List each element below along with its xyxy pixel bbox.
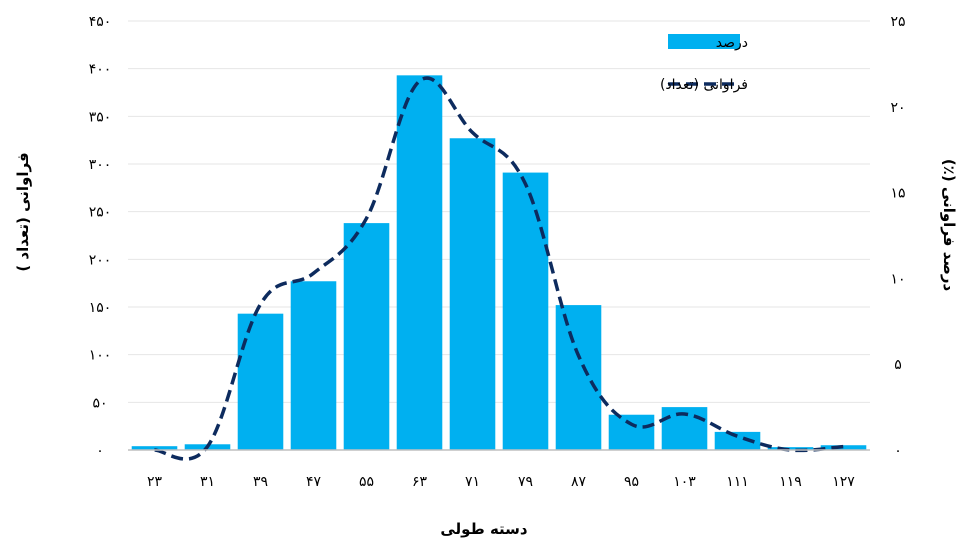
legend-swatch-bar bbox=[668, 34, 740, 49]
right-y-tick-label: ۵ bbox=[894, 357, 902, 373]
right-y-tick-label: ۲۵ bbox=[890, 14, 905, 30]
left-y-tick-label: ۳۵۰ bbox=[89, 109, 112, 125]
bar bbox=[237, 313, 284, 450]
x-tick-label: ۲۳ bbox=[147, 474, 163, 490]
x-tick-label: ۹۵ bbox=[624, 474, 639, 490]
x-tick-label: ۳۱ bbox=[200, 474, 215, 490]
left-y-tick-label: ۳۰۰ bbox=[89, 157, 112, 173]
x-tick-label: ۱۱۱ bbox=[726, 474, 749, 490]
left-y-tick-label: ۲۵۰ bbox=[89, 205, 112, 221]
bar bbox=[502, 172, 549, 450]
left-y-tick-label: ۲۰۰ bbox=[89, 252, 112, 268]
bar bbox=[555, 305, 602, 450]
right-y-axis-title: درصد فراوانی (٪) bbox=[940, 159, 958, 292]
left-y-tick-label: ۴۵۰ bbox=[89, 14, 112, 30]
left-y-tick-label: ۱۵۰ bbox=[89, 300, 112, 316]
bar bbox=[290, 281, 337, 450]
line-series bbox=[154, 76, 844, 461]
right-y-tick-label: ۲۰ bbox=[890, 100, 905, 116]
bar bbox=[131, 446, 178, 450]
right-y-tick-label: ۱۰ bbox=[890, 271, 905, 287]
bar bbox=[714, 431, 761, 450]
x-tick-label: ۳۹ bbox=[253, 474, 268, 490]
x-tick-label: ۷۱ bbox=[465, 474, 480, 490]
x-tick-label: ۷۹ bbox=[518, 474, 533, 490]
bar bbox=[767, 447, 814, 450]
bar bbox=[396, 75, 443, 450]
left-y-tick-label: ۰ bbox=[96, 443, 104, 459]
right-y-tick-label: ۱۵ bbox=[890, 186, 905, 202]
legend-label-line: فراوانی (تعداد) bbox=[660, 77, 748, 93]
bar bbox=[449, 138, 496, 450]
x-tick-label: ۱۲۷ bbox=[832, 474, 855, 490]
x-tick-label: ۶۳ bbox=[412, 474, 428, 490]
x-axis-ticks: ۲۳ ۳۱ ۳۹ ۴۷ ۵۵ ۶۳ ۷۱ ۷۹ ۸۷ ۹۵ ۱۰۳ ۱۱۱ ۱۱۹ ۱۲۷ bbox=[147, 474, 855, 490]
legend: درصد فراوانی (تعداد) bbox=[660, 34, 748, 93]
legend-label-bar: درصد bbox=[716, 35, 748, 51]
x-tick-label: ۱۱۹ bbox=[779, 474, 802, 490]
left-y-tick-label: ۴۰۰ bbox=[89, 62, 112, 78]
bar bbox=[343, 223, 390, 450]
x-tick-label: ۱۰۳ bbox=[673, 474, 696, 490]
x-tick-label: ۴۷ bbox=[306, 474, 322, 490]
right-y-tick-label: ۰ bbox=[894, 443, 902, 459]
bar-series bbox=[131, 75, 867, 450]
left-y-tick-label: ۱۰۰ bbox=[89, 348, 112, 364]
right-y-axis-ticks: ۰ ۵ ۱۰ ۱۵ ۲۰ ۲۵ bbox=[890, 14, 905, 459]
left-y-tick-label: ۵۰ bbox=[92, 395, 107, 411]
x-tick-label: ۵۵ bbox=[359, 474, 374, 490]
frequency-line bbox=[154, 76, 844, 461]
bar bbox=[608, 414, 655, 450]
left-y-axis-ticks: ۰ ۵۰ ۱۰۰ ۱۵۰ ۲۰۰ ۲۵۰ ۳۰۰ ۳۵۰ ۴۰۰ ۴۵۰ bbox=[89, 14, 112, 459]
x-axis-title: دسته طولی bbox=[440, 520, 528, 538]
x-tick-label: ۸۷ bbox=[571, 474, 587, 490]
left-y-axis-title: فراوانی (تعداد ) bbox=[14, 152, 32, 271]
